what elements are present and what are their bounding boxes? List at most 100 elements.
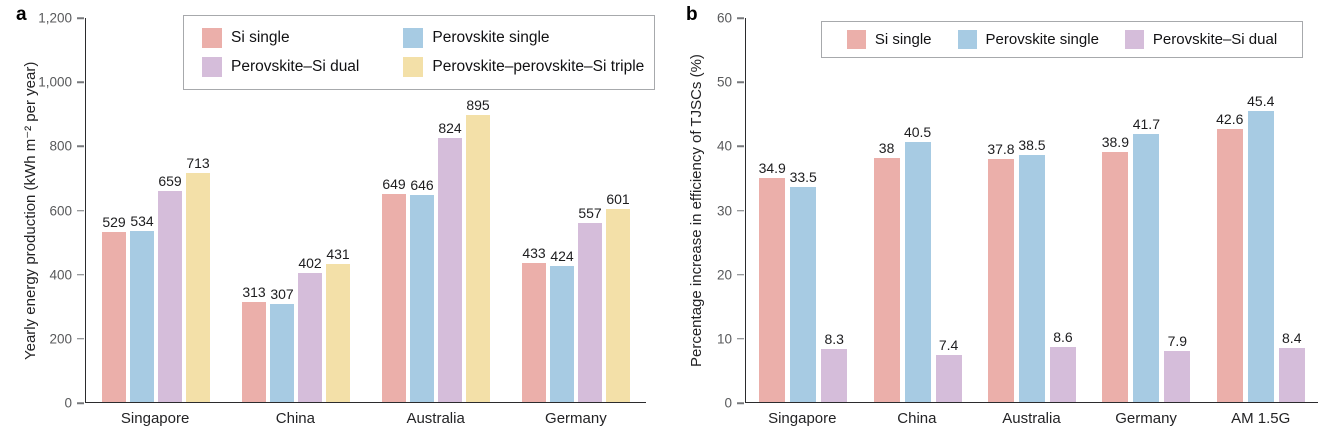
bar-value-label: 529: [102, 214, 126, 231]
bar-perovskite-single: 38.5: [1018, 137, 1046, 402]
bar-group-singapore: 529 534 659 713: [101, 18, 211, 402]
y-tick-label: 0: [724, 395, 732, 411]
bar-value-label: 37.8: [987, 141, 1015, 158]
legend-label: Perovskite–Si dual: [1152, 31, 1278, 48]
bar-value-label: 7.4: [938, 336, 959, 353]
legend-item-perovskite-perovskite-si-triple: Perovskite–perovskite–Si triple: [403, 57, 644, 77]
x-axis-label-australia: Australia: [1002, 410, 1061, 427]
y-tick-mark: [737, 338, 744, 340]
bar-perovskite-single: 307: [270, 286, 294, 402]
panel-a: a Yearly energy production (kWh m⁻² per …: [16, 4, 655, 427]
bar-value-label: 433: [522, 245, 546, 262]
bar-value-label: 45.4: [1247, 92, 1275, 109]
bar-value-label: 8.6: [1053, 328, 1073, 345]
bar-value-label: 659: [158, 172, 182, 189]
legend-item-perovskite-si-dual: Perovskite–Si dual: [202, 57, 359, 77]
panel-b-legend: Si single Perovskite single Perovskite–Si …: [821, 21, 1303, 58]
bar-si-single: 529: [102, 214, 126, 402]
y-tick-mark: [737, 81, 744, 83]
bar-si-single: 433: [522, 245, 546, 402]
legend-swatch-icon: [202, 28, 222, 48]
bar-si-single: 649: [382, 176, 406, 402]
panel-b-x-axis-labels: Singapore China Australia Germany AM 1.5G: [745, 410, 1318, 427]
bar-perovskite-single: 534: [130, 213, 154, 402]
legend-item-si-single: Si single: [846, 30, 932, 49]
panel-b-y-axis-title: Percentage increase in efficiency of TJS…: [688, 54, 705, 367]
x-axis-label-singapore: Singapore: [120, 410, 190, 427]
y-tick-mark: [77, 338, 84, 340]
bar-value-label: 8.3: [824, 330, 844, 347]
y-tick-label: 50: [716, 74, 732, 90]
bar-value-label: 8.4: [1282, 330, 1302, 347]
bar-value-label: 7.9: [1167, 333, 1188, 350]
y-tick-mark: [77, 273, 84, 276]
bar-perovskite-si-dual: 8.6: [1049, 329, 1076, 402]
y-tick-label: 0: [64, 395, 72, 411]
legend-swatch-icon: [957, 30, 977, 49]
bar-perovskite-si-dual: 7.4: [935, 337, 962, 402]
legend-item-perovskite-si-dual: Perovskite–Si dual: [1124, 30, 1278, 49]
x-axis-label-china: China: [897, 410, 937, 427]
bar-value-label: 424: [550, 247, 574, 264]
legend-swatch-icon: [1124, 30, 1144, 49]
legend-item-si-single: Si single: [202, 28, 359, 48]
panel-a-x-axis-labels: Singapore China Australia Germany: [85, 410, 646, 427]
legend-label: Si single: [231, 29, 290, 46]
bar-value-label: 649: [382, 175, 406, 192]
y-tick-label: 200: [49, 331, 72, 347]
bar-value-label: 402: [298, 255, 322, 272]
bar-perovskite-single: 41.7: [1133, 116, 1160, 402]
legend-label: Si single: [874, 31, 932, 48]
bar-value-label: 431: [326, 245, 350, 262]
legend-swatch-icon: [403, 28, 424, 48]
bar-value-label: 34.9: [758, 160, 786, 177]
y-tick-label: 10: [716, 331, 732, 347]
legend-swatch-icon: [403, 57, 424, 77]
bar-group-am-1-5g: 42.6 45.4 8.4: [1216, 18, 1305, 402]
bar-perovskite-si-dual: 557: [578, 205, 602, 402]
y-tick-label: 800: [49, 138, 72, 154]
panel-a-legend: Si single Perovskite single Perovskite–Si …: [183, 15, 655, 90]
bar-group-australia: 37.8 38.5 8.6: [987, 18, 1076, 402]
bar-value-label: 42.6: [1216, 110, 1244, 127]
bar-perovskite-si-dual: 402: [298, 255, 322, 402]
legend-item-perovskite-single: Perovskite single: [957, 30, 1099, 49]
y-tick-label: 60: [716, 10, 732, 26]
y-tick-mark: [77, 17, 84, 19]
y-tick-mark: [737, 145, 744, 148]
bar-perovskite-perovskite-si-triple: 431: [326, 246, 350, 402]
bar-perovskite-si-dual: 8.4: [1278, 330, 1305, 402]
bar-value-label: 713: [186, 155, 210, 172]
panel-b-letter: b: [686, 4, 698, 25]
y-tick-mark: [737, 17, 744, 19]
bar-perovskite-si-dual: 8.3: [821, 331, 848, 402]
y-tick-mark: [77, 209, 84, 212]
x-axis-label-germany: Germany: [545, 410, 607, 427]
y-tick-label: 600: [49, 203, 72, 218]
bar-value-label: 40.5: [903, 124, 932, 141]
bar-value-label: 38: [878, 140, 895, 157]
x-axis-label-am-1-5g: AM 1.5G: [1231, 410, 1291, 427]
bar-value-label: 534: [130, 212, 154, 229]
legend-label: Perovskite single: [432, 29, 550, 46]
x-axis-label-singapore: Singapore: [768, 410, 837, 427]
bar-si-single: 42.6: [1216, 111, 1243, 402]
legend-label: Perovskite–perovskite–Si triple: [432, 58, 645, 75]
y-tick-mark: [737, 273, 744, 276]
bar-value-label: 601: [606, 191, 630, 208]
legend-item-perovskite-single: Perovskite single: [403, 28, 644, 48]
panel-b-plot-wrap: 0 10 20 30 40 50 60 34.9 33.5 8.3 38 40.5 7.4 37.8 38…: [717, 11, 1318, 427]
bar-perovskite-single: 424: [550, 248, 574, 402]
x-axis-label-china: China: [275, 410, 315, 427]
bar-perovskite-perovskite-si-triple: 895: [466, 97, 490, 402]
panel-b: b Percentage increase in efficiency of T…: [680, 0, 1320, 435]
y-tick-mark: [77, 402, 84, 404]
bar-perovskite-single: 646: [410, 177, 434, 402]
bar-value-label: 824: [438, 119, 462, 136]
bar-perovskite-si-dual: 824: [438, 120, 462, 402]
bar-perovskite-si-dual: 7.9: [1164, 333, 1191, 402]
bar-group-germany: 38.9 41.7 7.9: [1101, 18, 1191, 402]
bar-value-label: 313: [242, 283, 266, 300]
bar-perovskite-single: 45.4: [1247, 93, 1274, 402]
bar-value-label: 38.9: [1101, 134, 1129, 151]
